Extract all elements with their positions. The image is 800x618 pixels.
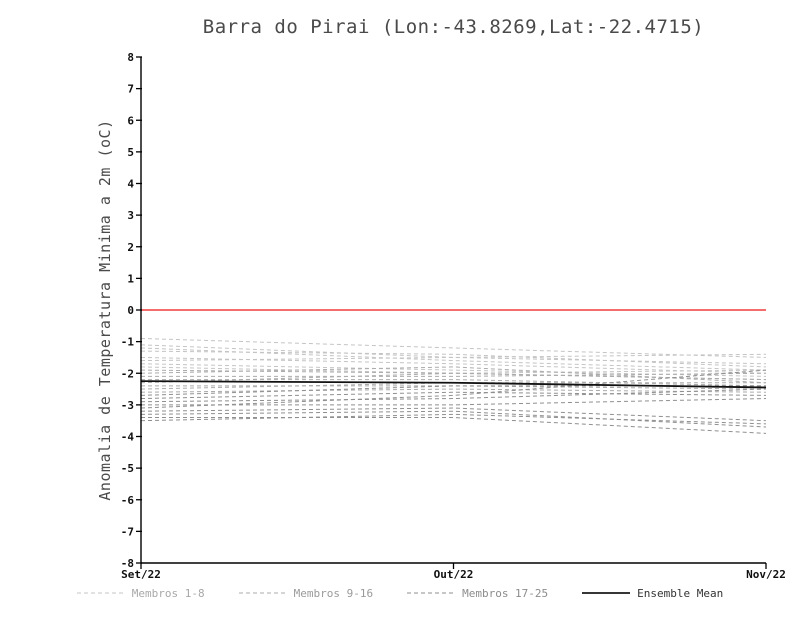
member-line [140,388,767,393]
legend-label: Membros 17-25 [462,586,549,600]
legend-line-sample [407,592,456,594]
y-tick-label: 4 [127,178,134,191]
chart-title: Barra do Pirai (Lon:-43.8269,Lat:-22.471… [202,16,705,38]
member-line [140,366,767,374]
y-tick-label: 2 [127,241,134,254]
y-tick-label: 3 [127,209,134,222]
legend-line-sample [238,592,287,594]
member-line [140,350,767,368]
legend-item: Membros 9-16 [238,586,374,600]
member-line [141,385,767,390]
y-tick-label: -4 [121,431,135,444]
y-tick-label: -6 [121,494,135,507]
x-tick-label: Out/22 [434,568,474,581]
member-line [140,344,767,358]
y-tick-label: 1 [127,272,134,285]
y-tick-label: -7 [121,525,134,538]
y-tick-label: 5 [127,146,134,159]
member-line [141,379,767,387]
legend-item: Membros 1-8 [76,586,205,600]
member-line [140,356,767,365]
y-tick-label: 6 [127,114,134,127]
legend-label: Membros 9-16 [293,586,374,600]
member-line [140,347,767,371]
y-tick-label: -5 [121,462,134,475]
member-line [140,407,767,422]
y-tick-label: -8 [121,557,134,570]
legend-item: Ensemble Mean [582,587,723,600]
y-tick-label: 8 [127,51,134,64]
member-line [140,413,767,425]
member-line [140,382,766,390]
member-line [140,363,767,377]
ensemble-mean-line [140,380,767,389]
legend-label: Ensemble Mean [637,586,724,600]
member-line [140,372,767,384]
member-line [140,337,767,358]
member-line [140,388,767,403]
member-line [141,372,767,377]
member-line [140,369,767,409]
legend-line-sample [76,592,125,594]
y-tick-label: -3 [121,399,134,412]
y-tick-label: -2 [121,367,134,380]
y-tick-label: -1 [121,336,135,349]
legend-label: Membros 1-8 [131,586,205,600]
y-tick-label: 0 [127,304,134,317]
legend-line-sample [582,592,631,594]
member-line [140,391,767,400]
legend: Membros 1-8 Membros 9-16 Membros 17-25 Ense… [0,584,800,602]
y-tick-label: 7 [127,83,134,96]
x-tick-label: Nov/22 [746,568,786,581]
member-line [140,410,767,428]
member-line [141,417,767,434]
member-line [141,398,767,406]
member-line [140,356,767,374]
legend-item: Membros 17-25 [407,587,548,600]
x-tick-label: Set/22 [121,568,161,581]
